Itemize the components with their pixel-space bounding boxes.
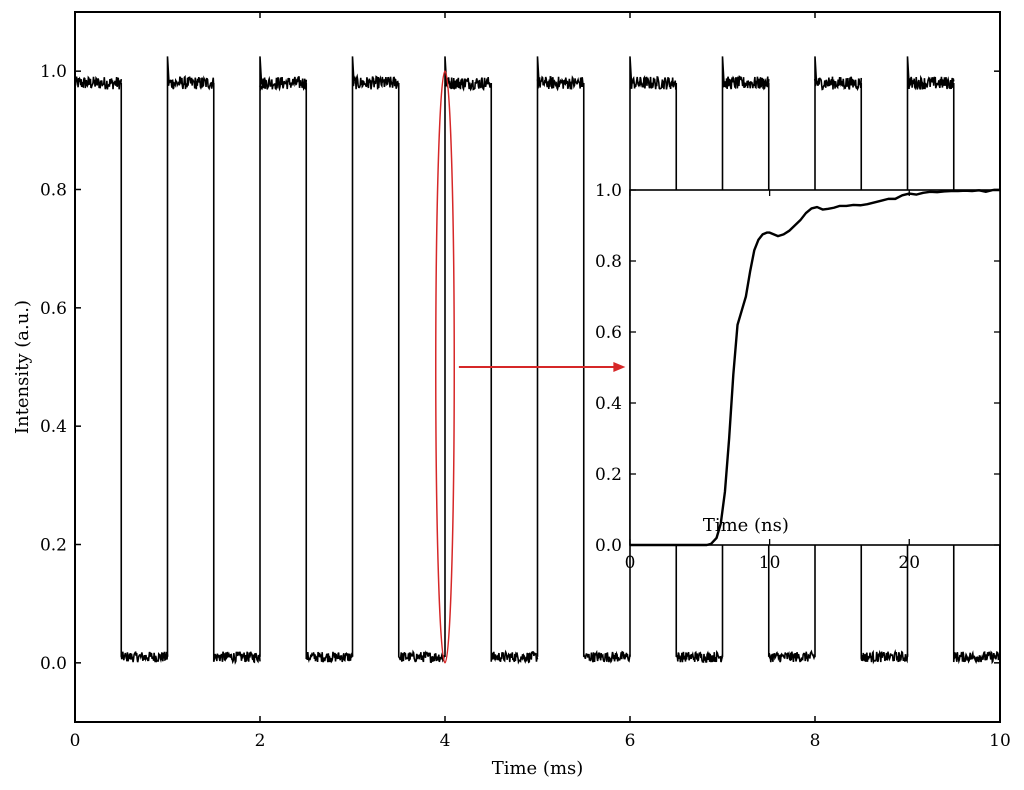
inset-series-path (630, 188, 1000, 547)
main-x-axis: 0 2 4 6 8 10 (70, 12, 1011, 751)
main-series-segment (444, 56, 492, 657)
inset-series-line (630, 188, 1000, 547)
inset-plot: 0 10 20 0.0 0.2 0.4 0.6 0.8 1.0 Time (ns) (595, 181, 1001, 573)
main-x-tick-label: 0 (70, 731, 81, 751)
main-y-tick-label: 0.8 (40, 181, 67, 201)
main-y-tick-label: 0.6 (40, 299, 67, 319)
inset-y-tick-label: 0.4 (595, 394, 622, 414)
inset-x-axis-label: Time (ns) (703, 515, 789, 536)
main-x-tick-label: 6 (625, 731, 636, 751)
main-series-segment (582, 83, 631, 664)
main-series-segment (166, 56, 215, 657)
main-y-tick-label: 0.2 (40, 536, 67, 556)
main-series-segment (629, 56, 677, 657)
main-y-tick-label: 0.0 (40, 654, 67, 674)
main-plot: 0 2 4 6 8 10 0.0 0.2 0.4 0.6 0.8 1.0 Time (ms) Int… (12, 11, 1011, 779)
main-x-axis-label: Time (ms) (492, 758, 584, 779)
main-series-segment (721, 56, 770, 657)
main-series-segment (536, 56, 585, 657)
main-series-segment (120, 83, 169, 663)
main-y-axis-label: Intensity (a.u.) (12, 300, 33, 434)
main-series-line (74, 56, 1001, 665)
inset-y-axis: 0.0 0.2 0.4 0.6 0.8 1.0 (595, 181, 1000, 556)
main-x-tick-label: 10 (989, 731, 1011, 751)
main-series-segment (305, 83, 354, 664)
main-x-tick-label: 4 (440, 731, 451, 751)
main-series-segment (397, 83, 446, 664)
inset-y-tick-label: 0.8 (595, 252, 622, 272)
inset-plot-frame (629, 189, 1001, 546)
inset-background (630, 190, 1000, 545)
inset-y-tick-label: 0.2 (595, 465, 622, 485)
main-x-tick-label: 8 (810, 731, 821, 751)
main-y-axis: 0.0 0.2 0.4 0.6 0.8 1.0 (40, 62, 1000, 674)
inset-y-tick-label: 0.6 (595, 323, 622, 343)
main-series-segment (813, 56, 863, 657)
inset-x-tick-label: 20 (898, 553, 920, 573)
main-series-segment (74, 75, 123, 90)
main-series-segment (767, 83, 816, 663)
inset-x-tick-label: 10 (759, 553, 781, 573)
main-series-segment (675, 83, 724, 664)
main-series-segment (860, 83, 909, 665)
inset-y-tick-label: 1.0 (595, 181, 622, 201)
inset-x-axis: 0 10 20 (625, 190, 920, 573)
zoom-ellipse (435, 70, 455, 664)
main-series-segment (906, 56, 955, 657)
zoom-annotation (435, 70, 626, 664)
main-series-segment (351, 56, 400, 657)
inset-y-tick-label: 0.0 (595, 536, 622, 556)
main-x-tick-label: 2 (255, 731, 266, 751)
main-series-segment (258, 56, 308, 657)
main-y-tick-label: 1.0 (40, 62, 67, 82)
zoom-arrow-head (613, 362, 626, 372)
main-y-tick-label: 0.4 (40, 417, 67, 437)
main-series-segment (952, 83, 1001, 665)
inset-x-tick-label: 0 (625, 553, 636, 573)
main-series-segment (212, 83, 261, 665)
main-series-segment (490, 83, 539, 665)
